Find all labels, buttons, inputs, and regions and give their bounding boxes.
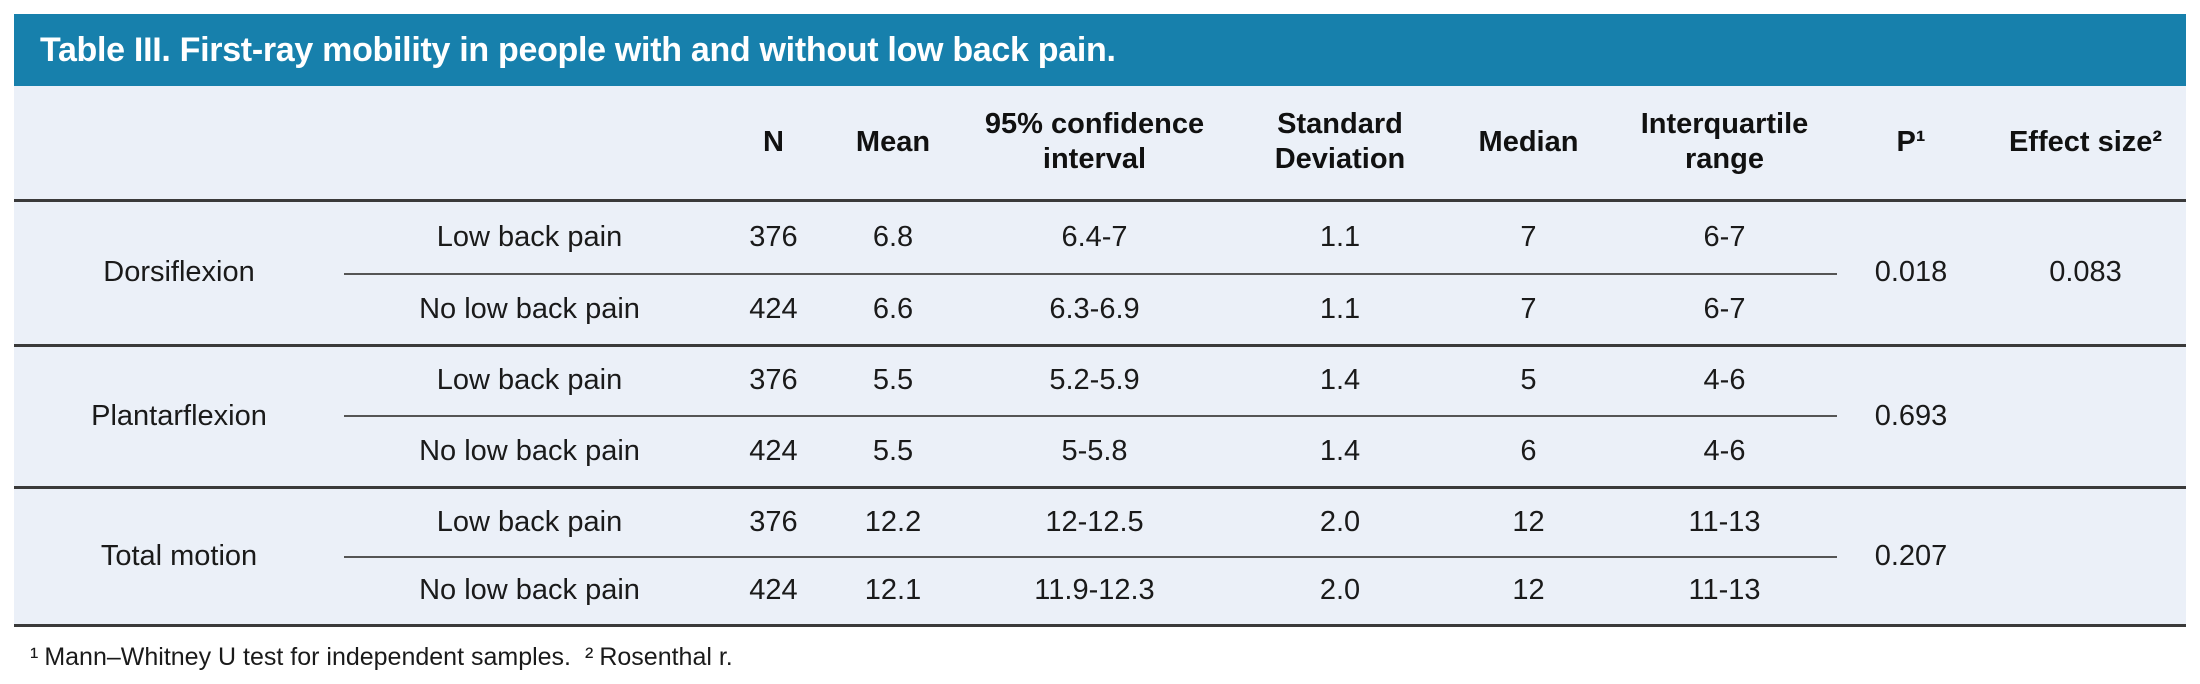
- col-header-ci: 95% confidence interval: [954, 86, 1235, 202]
- cell-iqr: 4-6: [1612, 345, 1837, 417]
- cell-mean: 5.5: [832, 416, 954, 489]
- table-row: No low back pain 424 6.6 6.3-6.9 1.1 7 6…: [14, 274, 2186, 347]
- table-row: Dorsiflexion Low back pain 376 6.8 6.4-7…: [14, 200, 2186, 347]
- cell-sd: 2.0: [1235, 557, 1445, 627]
- table-title: Table III. First-ray mobility in people …: [40, 30, 1116, 69]
- col-header-mean: Mean: [832, 86, 954, 202]
- cell-n: 424: [715, 416, 832, 489]
- col-header-iqr: Interquartile range: [1612, 86, 1837, 202]
- cell-iqr: 6-7: [1612, 274, 1837, 347]
- table-row: No low back pain 424 5.5 5-5.8 1.4 6 4-6: [14, 416, 2186, 489]
- cell-mean: 6.8: [832, 200, 954, 275]
- col-header-group: [344, 86, 715, 202]
- cell-sd: 1.1: [1235, 274, 1445, 347]
- cell-iqr: 11-13: [1612, 487, 1837, 558]
- cell-mean: 12.1: [832, 557, 954, 627]
- cell-mean: 12.2: [832, 487, 954, 558]
- cell-ci: 6.3-6.9: [954, 274, 1235, 347]
- cell-p: 0.693: [1837, 345, 1985, 489]
- cell-median: 5: [1445, 345, 1612, 417]
- cell-median: 12: [1445, 487, 1612, 558]
- table-row: Plantarflexion Low back pain 376 5.5 5.2…: [14, 345, 2186, 489]
- table-title-bar: Table III. First-ray mobility in people …: [14, 14, 2186, 86]
- cell-ci: 11.9-12.3: [954, 557, 1235, 627]
- cell-n: 376: [715, 487, 832, 558]
- cell-group: No low back pain: [344, 557, 715, 627]
- col-header-sd: Standard Deviation: [1235, 86, 1445, 202]
- cell-group: No low back pain: [344, 416, 715, 489]
- col-header-n: N: [715, 86, 832, 202]
- cell-n: 376: [715, 345, 832, 417]
- col-header-row-label: [14, 86, 344, 202]
- cell-group: No low back pain: [344, 274, 715, 347]
- cell-n: 424: [715, 274, 832, 347]
- cell-median: 12: [1445, 557, 1612, 627]
- footnote-text: Rosenthal r.: [599, 642, 733, 671]
- cell-ci: 6.4-7: [954, 200, 1235, 275]
- cell-ci: 5.2-5.9: [954, 345, 1235, 417]
- cell-median: 7: [1445, 200, 1612, 275]
- cell-mean: 5.5: [832, 345, 954, 417]
- table-card: Table III. First-ray mobility in people …: [14, 14, 2186, 672]
- table-row: Total motion Low back pain 376 12.2 12-1…: [14, 487, 2186, 627]
- table-row: No low back pain 424 12.1 11.9-12.3 2.0 …: [14, 557, 2186, 627]
- mobility-table: N Mean 95% confidence interval Standard …: [14, 86, 2186, 627]
- cell-mean: 6.6: [832, 274, 954, 347]
- header-row: N Mean 95% confidence interval Standard …: [14, 86, 2186, 202]
- col-header-p: P¹: [1837, 86, 1985, 202]
- cell-n: 376: [715, 200, 832, 275]
- col-header-effect-size: Effect size²: [1985, 86, 2186, 202]
- cell-ci: 5-5.8: [954, 416, 1235, 489]
- cell-median: 7: [1445, 274, 1612, 347]
- col-header-median: Median: [1445, 86, 1612, 202]
- row-group-label: Plantarflexion: [14, 345, 344, 489]
- cell-p: 0.018: [1837, 200, 1985, 347]
- footnote-marker: ¹: [30, 642, 39, 671]
- footnotes: ¹ Mann–Whitney U test for independent sam…: [14, 626, 2186, 672]
- cell-effect-size: [1985, 487, 2186, 627]
- cell-sd: 1.1: [1235, 200, 1445, 275]
- cell-iqr: 6-7: [1612, 200, 1837, 275]
- cell-sd: 2.0: [1235, 487, 1445, 558]
- cell-effect-size: 0.083: [1985, 200, 2186, 347]
- cell-iqr: 11-13: [1612, 557, 1837, 627]
- cell-iqr: 4-6: [1612, 416, 1837, 489]
- cell-group: Low back pain: [344, 345, 715, 417]
- footnote-text: Mann–Whitney U test for independent samp…: [44, 642, 572, 671]
- cell-group: Low back pain: [344, 200, 715, 275]
- cell-sd: 1.4: [1235, 345, 1445, 417]
- cell-p: 0.207: [1837, 487, 1985, 627]
- cell-sd: 1.4: [1235, 416, 1445, 489]
- cell-median: 6: [1445, 416, 1612, 489]
- footnote-marker: ²: [585, 642, 594, 671]
- row-group-label: Total motion: [14, 487, 344, 627]
- cell-group: Low back pain: [344, 487, 715, 558]
- cell-ci: 12-12.5: [954, 487, 1235, 558]
- cell-n: 424: [715, 557, 832, 627]
- cell-effect-size: [1985, 345, 2186, 489]
- row-group-label: Dorsiflexion: [14, 200, 344, 347]
